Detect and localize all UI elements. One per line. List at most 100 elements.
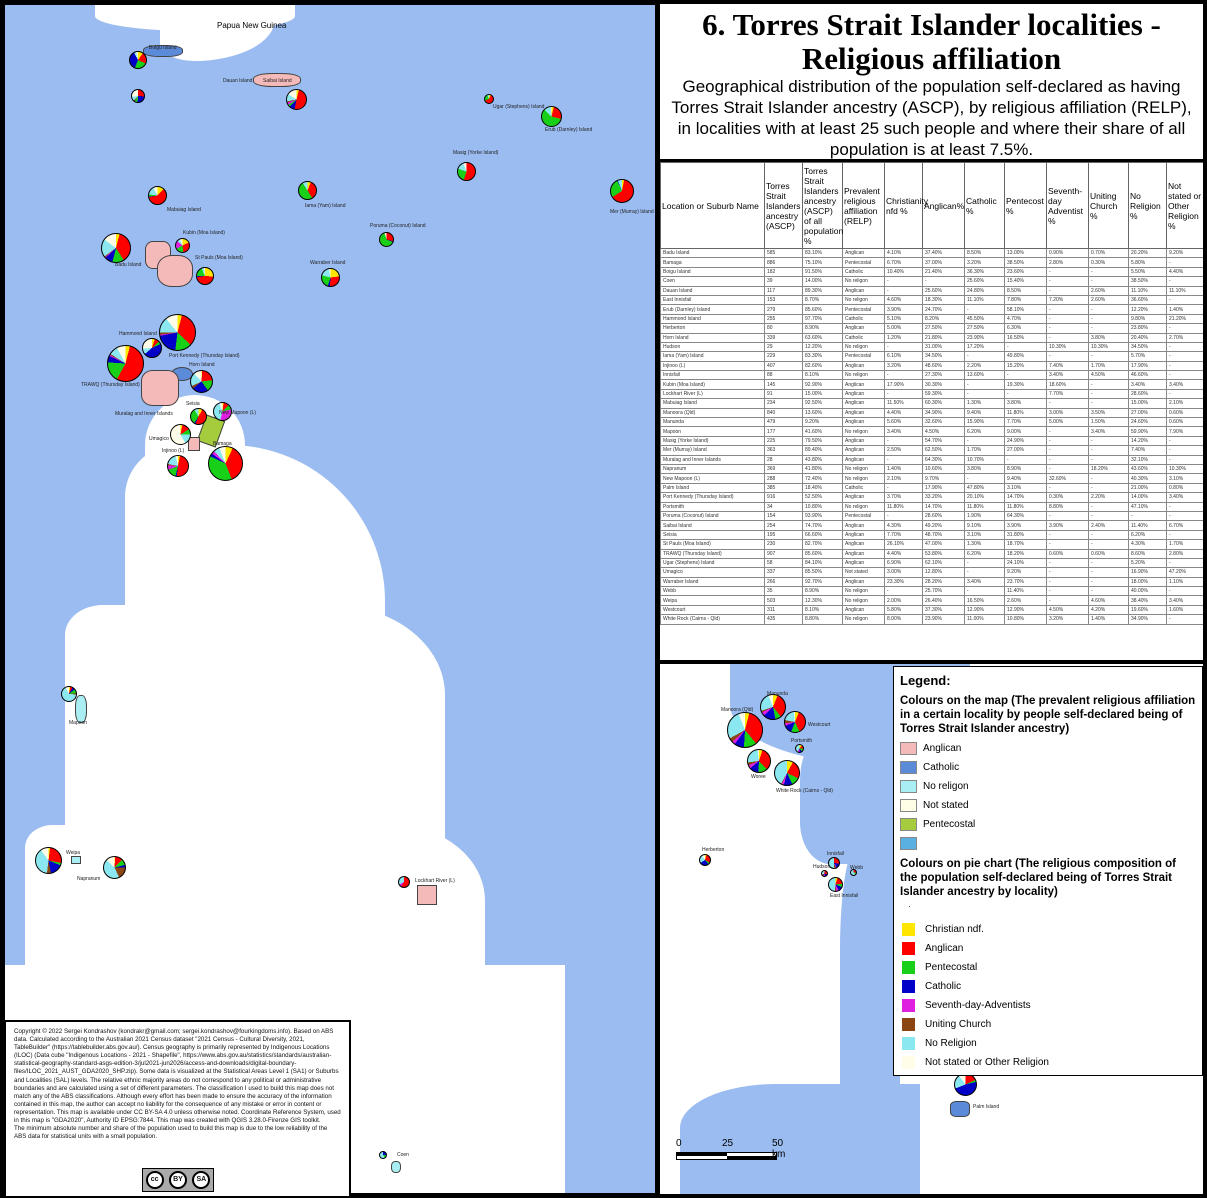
pie-innisfail[interactable] xyxy=(828,857,840,869)
table-cell: Dauan Island xyxy=(660,285,765,296)
pie-new-mapoon[interactable] xyxy=(213,402,232,421)
legend-pie-section-title: Colours on pie chart (The religious comp… xyxy=(900,858,1177,898)
moa-island-region[interactable] xyxy=(157,255,193,287)
table-cell: 229 xyxy=(764,351,803,362)
table-cell: 5.80% xyxy=(1128,257,1167,268)
inset-label-woree: Woree xyxy=(751,774,766,780)
table-cell: Coen xyxy=(660,276,765,287)
pie-coen[interactable] xyxy=(379,1151,387,1159)
main-map[interactable]: Papua New Guinea Boigu Island Dauan Isla… xyxy=(4,4,656,1194)
pie-mabuiag-island[interactable] xyxy=(148,186,167,205)
pie-trawq[interactable] xyxy=(107,345,144,382)
table-cell: 83.30% xyxy=(802,351,843,362)
pie-boigu-island[interactable] xyxy=(129,51,147,69)
pie-manunda[interactable] xyxy=(760,694,786,720)
pie-horn-island[interactable] xyxy=(190,370,213,393)
pie-herberton[interactable] xyxy=(699,854,711,866)
table-cell: 25.60% xyxy=(964,276,1005,287)
table-cell: 47.20% xyxy=(1166,567,1203,578)
pie-woree[interactable] xyxy=(747,749,771,773)
table-row: Coen 39 14.00% No religon - -25.60% 15.40% - -38… xyxy=(660,276,1203,287)
table-cell: - xyxy=(1166,276,1203,287)
table-cell: - xyxy=(1046,586,1089,597)
table-cell: 153 xyxy=(764,294,803,306)
pie-hammond-island[interactable] xyxy=(142,338,162,358)
table-cell: 11.40% xyxy=(1128,520,1167,531)
inset-label-herberton: Herberton xyxy=(702,847,725,853)
coen-region[interactable] xyxy=(391,1161,401,1173)
table-cell: Poruma (Coconut) Island xyxy=(660,510,765,522)
pie-mapoon[interactable] xyxy=(61,686,77,702)
pie-bamaga[interactable] xyxy=(208,446,243,481)
table-cell: 48.60% xyxy=(922,360,965,372)
pie-saibai-island[interactable] xyxy=(286,89,307,110)
pie-kubin-island[interactable] xyxy=(175,238,190,253)
table-cell: 29 xyxy=(764,341,803,353)
pie-east-innisfail[interactable] xyxy=(828,877,843,892)
pie-erub-island[interactable] xyxy=(541,106,562,127)
pie-lockhart-river[interactable] xyxy=(398,876,410,888)
pie-masig-island[interactable] xyxy=(457,162,476,181)
pie-palm-island[interactable] xyxy=(954,1073,977,1096)
table-cell: 10.30% xyxy=(1166,463,1203,475)
table-cell: - xyxy=(1088,351,1129,362)
pie-iama-island[interactable] xyxy=(298,181,317,200)
legend-item: Anglican xyxy=(900,939,1196,958)
pie-warraber-island[interactable] xyxy=(321,268,340,287)
pie-mer-island[interactable] xyxy=(610,179,634,203)
legend-label: Uniting Church xyxy=(925,1019,992,1030)
trawq-region[interactable] xyxy=(141,370,179,406)
table-cell: 16.50% xyxy=(1004,332,1047,343)
table-cell: Seisia xyxy=(660,529,765,541)
table-cell: 145 xyxy=(764,379,803,390)
table-cell: 27.30% xyxy=(922,370,965,381)
pie-ugar-island[interactable] xyxy=(484,94,494,104)
lockhart-river-region[interactable] xyxy=(417,885,437,905)
table-cell: 7.70% xyxy=(1004,417,1047,428)
pie-white-rock[interactable] xyxy=(774,760,800,786)
table-row: Portsmith 34 10.80% No religon 11.80% 14.70% 1… xyxy=(660,501,1203,512)
column-header: Pentecost % xyxy=(1004,162,1047,249)
table-cell: - xyxy=(884,435,923,447)
pie-napranum[interactable] xyxy=(103,856,126,879)
pie-manoora[interactable] xyxy=(727,712,763,748)
pie-seisia[interactable] xyxy=(190,408,207,425)
mapoon-region[interactable] xyxy=(75,695,87,723)
table-cell: - xyxy=(1088,501,1129,512)
saibai-island-region[interactable] xyxy=(253,73,301,87)
cc-by-sa-license-badge[interactable]: cc BY SA xyxy=(142,1168,214,1192)
table-cell: 25.70% xyxy=(922,586,965,597)
table-cell: 83.10% xyxy=(802,247,843,259)
table-cell: Hammond Island xyxy=(660,313,765,325)
table-cell: 64.30% xyxy=(1004,510,1047,522)
pie-poruma-island[interactable] xyxy=(379,232,394,247)
label-warraber-island: Warraber Island xyxy=(310,260,346,266)
pie-portsmith[interactable] xyxy=(795,744,804,753)
pie-webb[interactable] xyxy=(850,869,857,876)
pie-dauan-island[interactable] xyxy=(131,89,145,103)
boigu-island-region[interactable] xyxy=(143,45,183,57)
pie-umagico[interactable] xyxy=(170,424,191,445)
pie-westcourt[interactable] xyxy=(784,711,806,733)
table-cell: 225 xyxy=(764,435,803,447)
pie-st-pauls-island[interactable] xyxy=(196,267,214,285)
table-cell: Napranum xyxy=(660,463,765,475)
table-row: Webb 35 8.90% No religon -25.70% -11.40% - -40.… xyxy=(660,586,1203,597)
table-cell: - xyxy=(1046,529,1089,541)
table-cell: 49.80% xyxy=(1004,351,1047,362)
table-cell: - xyxy=(1004,388,1047,400)
table-cell: 6.70% xyxy=(884,257,923,268)
pie-injinoo[interactable] xyxy=(167,455,189,477)
injinoo-region[interactable] xyxy=(188,437,200,451)
pie-weipa[interactable] xyxy=(35,847,62,874)
pie-hudson[interactable] xyxy=(821,870,828,877)
palm-island-region[interactable] xyxy=(950,1101,970,1117)
table-cell: Anglican xyxy=(842,388,885,400)
weipa-region[interactable] xyxy=(71,856,81,864)
pie-port-kennedy[interactable] xyxy=(159,314,196,351)
pie-badu-island[interactable] xyxy=(101,233,131,263)
table-cell: Hudson xyxy=(660,341,765,353)
label-masig-island: Masig (Yorke Island) xyxy=(453,150,499,156)
table-cell: 3.10% xyxy=(964,529,1005,541)
table-cell: 27.50% xyxy=(964,323,1005,334)
